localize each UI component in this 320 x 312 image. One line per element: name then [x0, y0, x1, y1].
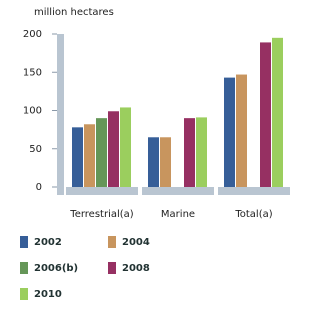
- chart: million hectares 0 50 100 150 200 Terrestrial…: [20, 7, 290, 300]
- y-axis-band: [57, 34, 64, 195]
- x-tick-label: Total(a): [234, 209, 272, 220]
- bar: [96, 118, 107, 187]
- bar: [196, 117, 207, 187]
- bar: [236, 74, 247, 187]
- legend-swatch: [20, 236, 28, 248]
- x-axis-band: [142, 187, 214, 195]
- bar: [108, 111, 119, 187]
- legend-swatch: [108, 262, 116, 274]
- legend-label: 2002: [34, 237, 62, 248]
- legend-swatch: [20, 288, 28, 300]
- bar: [184, 118, 195, 187]
- y-tick-label: 150: [23, 67, 42, 78]
- legend-swatch: [108, 236, 116, 248]
- y-axis-label: million hectares: [34, 7, 114, 18]
- legend-swatch: [20, 262, 28, 274]
- y-tick-label: 0: [36, 182, 42, 193]
- x-tick-label: Terrestrial(a): [69, 209, 133, 220]
- x-tick-label: Marine: [161, 209, 195, 220]
- bar: [160, 137, 171, 187]
- bar: [260, 42, 271, 187]
- legend-label: 2010: [34, 289, 62, 300]
- y-tick-label: 50: [29, 144, 42, 155]
- y-tick-label: 100: [23, 106, 42, 117]
- y-tick-label: 200: [23, 29, 42, 40]
- bar: [224, 77, 235, 187]
- x-axis-band: [218, 187, 290, 195]
- legend-label: 2006(b): [34, 263, 78, 274]
- bar: [148, 137, 159, 187]
- bar: [272, 37, 283, 188]
- bar: [72, 127, 83, 187]
- bar: [120, 107, 131, 187]
- legend-label: 2008: [122, 263, 150, 274]
- x-axis-band: [66, 187, 138, 195]
- legend-label: 2004: [122, 237, 150, 248]
- bar: [84, 124, 95, 187]
